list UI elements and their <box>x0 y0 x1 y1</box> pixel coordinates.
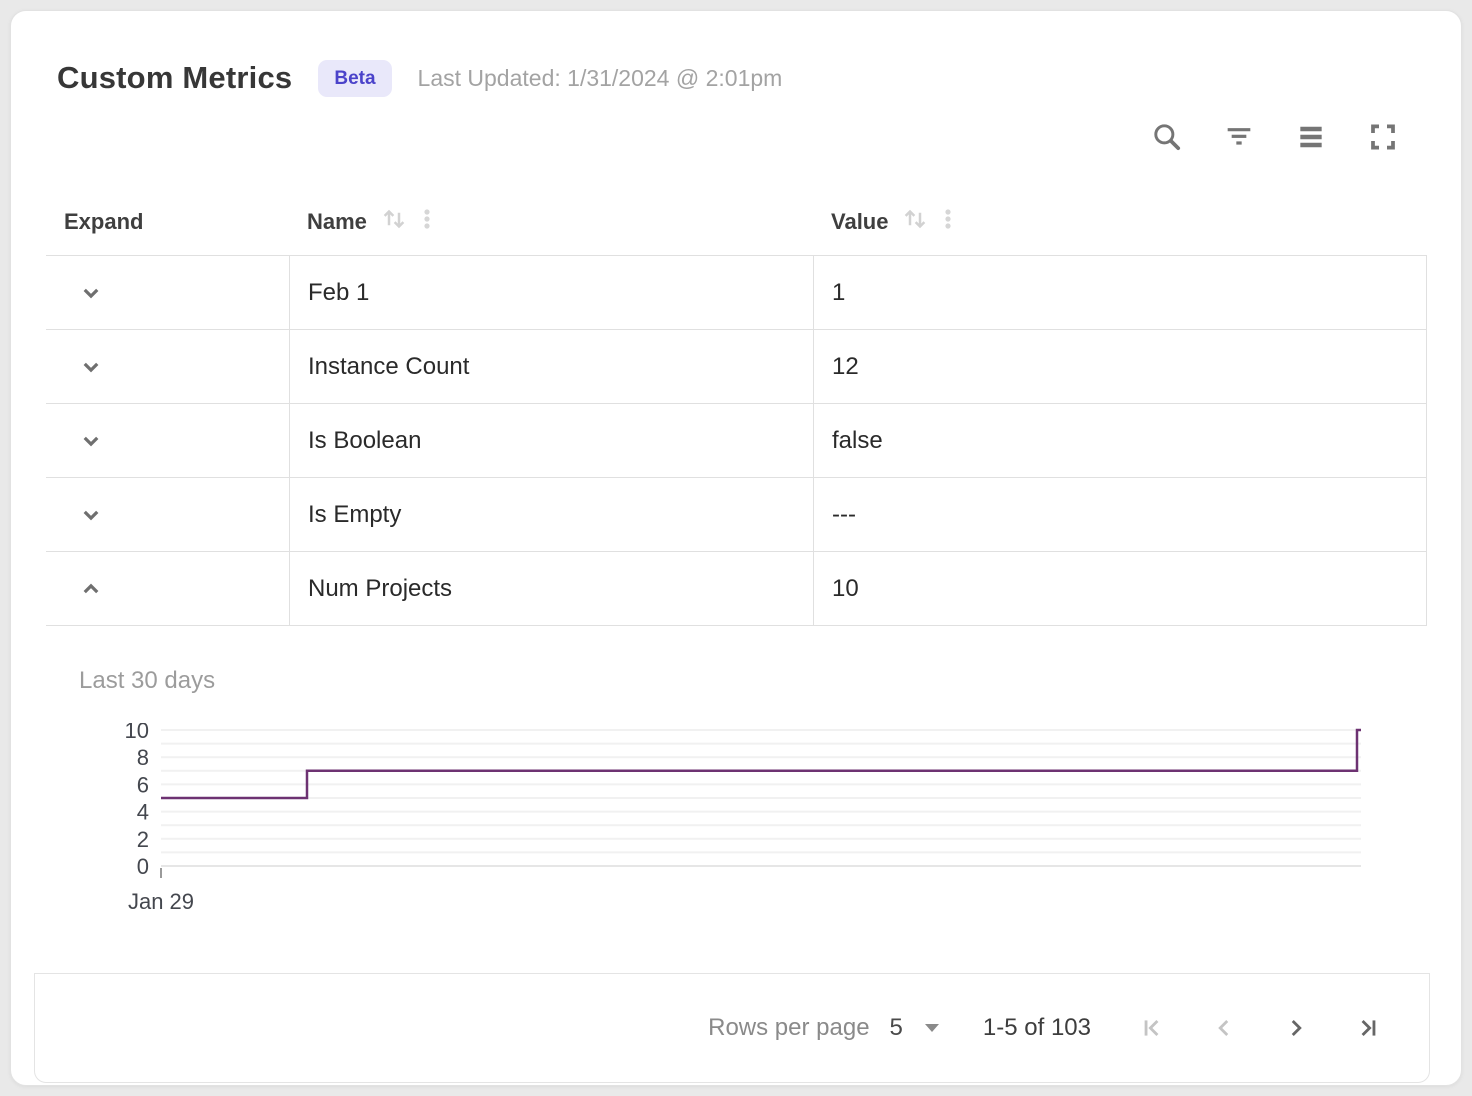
chart-title: Last 30 days <box>79 667 216 694</box>
table-body: Feb 1 1 Instance Count 12 <box>46 255 1427 626</box>
value-cell: false <box>813 404 1426 477</box>
last-updated-text: Last Updated: 1/31/2024 @ 2:01pm <box>417 64 783 91</box>
density-icon[interactable] <box>1295 121 1327 153</box>
metrics-table: Expand Name <box>46 189 1427 626</box>
first-page-button[interactable] <box>1139 1015 1165 1041</box>
svg-text:Jan 29: Jan 29 <box>128 889 194 914</box>
next-page-button[interactable] <box>1283 1015 1309 1041</box>
column-menu-icon[interactable] <box>415 204 439 240</box>
pagination-range-label: 1-5 of 103 <box>982 1014 1091 1041</box>
expand-row-button[interactable] <box>76 574 106 604</box>
expand-row-button[interactable] <box>76 500 106 530</box>
toolbar <box>11 101 1461 157</box>
filter-icon[interactable] <box>1223 121 1255 153</box>
svg-text:6: 6 <box>137 772 149 797</box>
chevron-down-icon <box>83 510 99 520</box>
svg-text:8: 8 <box>137 745 149 770</box>
expanded-row-panel: Last 30 days 0 2 4 6 8 10 Jan 29 <box>11 626 1461 918</box>
svg-text:2: 2 <box>137 827 149 852</box>
caret-down-icon <box>924 1023 939 1032</box>
previous-page-button[interactable] <box>1211 1015 1237 1041</box>
svg-text:4: 4 <box>137 800 149 825</box>
beta-badge: Beta <box>318 59 392 97</box>
value-cell: 1 <box>813 256 1426 329</box>
last-page-button[interactable] <box>1355 1015 1381 1041</box>
chevron-down-icon <box>83 288 99 298</box>
name-cell: Instance Count <box>289 330 813 403</box>
pagination-footer: Rows per page 5 1-5 of 103 <box>34 973 1430 1083</box>
table-row: Is Boolean false <box>46 403 1426 477</box>
name-cell: Is Boolean <box>289 404 813 477</box>
value-cell: 10 <box>813 552 1426 625</box>
chevron-down-icon <box>83 583 99 593</box>
page-title: Custom Metrics <box>57 60 293 95</box>
value-cell: --- <box>813 478 1426 551</box>
name-cell: Is Empty <box>289 478 813 551</box>
custom-metrics-card: Custom Metrics Beta Last Updated: 1/31/2… <box>10 10 1462 1086</box>
table-row: Num Projects 10 <box>46 551 1426 625</box>
column-label: Expand <box>64 209 144 234</box>
rows-per-page-value: 5 <box>889 1014 903 1041</box>
svg-text:10: 10 <box>125 723 149 743</box>
sort-icon[interactable] <box>900 204 930 240</box>
pager-controls <box>1139 1015 1381 1041</box>
table-row: Feb 1 1 <box>46 255 1426 329</box>
column-header-name[interactable]: Name <box>289 204 813 240</box>
expand-row-button[interactable] <box>76 426 106 456</box>
table-row: Instance Count 12 <box>46 329 1426 403</box>
name-cell: Num Projects <box>289 552 813 625</box>
rows-per-page-label: Rows per page <box>708 1014 870 1041</box>
sort-icon[interactable] <box>379 204 409 240</box>
chevron-down-icon <box>83 362 99 372</box>
value-cell: 12 <box>813 330 1426 403</box>
header: Custom Metrics Beta Last Updated: 1/31/2… <box>11 11 1461 101</box>
column-label: Value <box>831 209 889 234</box>
fullscreen-icon[interactable] <box>1367 121 1399 153</box>
column-header-expand: Expand <box>46 209 289 235</box>
search-icon[interactable] <box>1151 121 1183 153</box>
name-cell: Feb 1 <box>289 256 813 329</box>
svg-text:0: 0 <box>137 854 149 879</box>
column-header-value[interactable]: Value <box>813 204 1427 240</box>
rows-per-page-select[interactable]: 5 <box>890 1014 939 1042</box>
column-label: Name <box>307 209 367 234</box>
column-menu-icon[interactable] <box>936 204 960 240</box>
expand-row-button[interactable] <box>76 278 106 308</box>
table-row: Is Empty --- <box>46 477 1426 551</box>
expand-row-button[interactable] <box>76 352 106 382</box>
chevron-down-icon <box>83 436 99 446</box>
table-header-row: Expand Name <box>46 189 1427 255</box>
